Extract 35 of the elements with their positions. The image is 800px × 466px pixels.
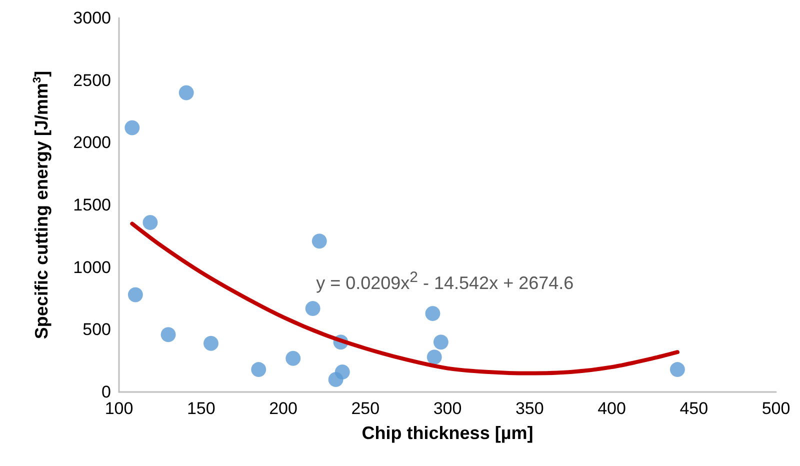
- x-tick-label: 350: [515, 399, 544, 418]
- point: [178, 85, 194, 100]
- x-tick-label: 300: [433, 399, 462, 418]
- point: [142, 214, 158, 230]
- point: [433, 334, 448, 350]
- y-tick-label: 500: [82, 320, 111, 340]
- line-series: [130, 222, 680, 376]
- x-axis-title: Chip thickness [µm]: [362, 423, 534, 443]
- x-tick-label: 100: [104, 399, 134, 418]
- point: [203, 336, 218, 351]
- x-tick-label: 450: [680, 399, 708, 418]
- y-tick-label: 2500: [73, 70, 111, 90]
- x-tick-label: 500: [762, 399, 790, 418]
- x-tick-label: 200: [269, 399, 298, 418]
- point: [305, 300, 320, 316]
- point: [426, 350, 442, 365]
- point: [128, 287, 143, 302]
- annotation: y = 0.0209x$^{2}$ - 14.542x + 2674.6: [316, 268, 574, 294]
- y-tick-label: 2000: [73, 133, 111, 152]
- point: [124, 120, 140, 136]
- point: [251, 362, 266, 378]
- x-tick-label: 150: [186, 399, 216, 418]
- point: [286, 350, 301, 366]
- y-tick-label: 1500: [73, 196, 111, 214]
- point: [160, 327, 176, 342]
- x-tick-label: 400: [598, 399, 626, 418]
- y-tick-label: 3000: [73, 8, 111, 28]
- x-tick-label: 250: [351, 399, 380, 418]
- point: [425, 306, 440, 321]
- point: [312, 234, 327, 249]
- y-tick-label: 0: [102, 382, 111, 402]
- y-tick-label: 1000: [73, 258, 111, 277]
- point: [328, 372, 344, 388]
- y-axis-title: Specific cutting energy [J/mm3]: [32, 70, 52, 340]
- point: [670, 362, 685, 378]
